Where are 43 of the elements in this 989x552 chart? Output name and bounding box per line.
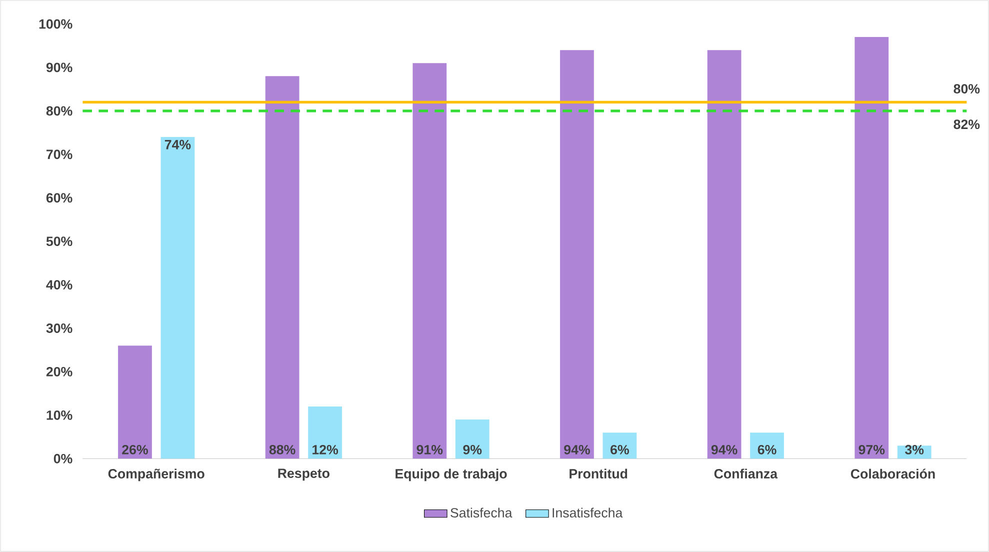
y-tick-label: 90% <box>46 62 72 72</box>
bar <box>412 63 447 459</box>
y-tick-label: 30% <box>46 324 72 333</box>
legend-label: Insatisfecha <box>552 508 623 518</box>
bar <box>455 420 490 459</box>
data-label: 12% <box>312 444 338 454</box>
data-label: 94% <box>711 444 738 454</box>
data-label: 91% <box>416 444 443 454</box>
ref-line-label: 82% <box>954 120 980 130</box>
bar <box>854 37 889 459</box>
y-tick-label: 60% <box>46 193 72 203</box>
x-tick-label: Respeto <box>278 468 330 481</box>
y-tick-label: 50% <box>46 236 72 246</box>
y-tick-label: 70% <box>46 150 72 160</box>
bar <box>707 50 742 459</box>
data-label: 74% <box>164 140 191 150</box>
bar <box>265 76 300 459</box>
ref-line-label: 80% <box>954 84 980 94</box>
data-label: 9% <box>463 444 482 454</box>
x-tick-label: Confianza <box>714 468 778 478</box>
data-label: 97% <box>858 444 885 454</box>
y-tick-label: 80% <box>46 106 72 116</box>
data-label: 6% <box>758 444 776 454</box>
x-tick-label: Compañerismo <box>108 468 204 482</box>
x-tick-label: Colaboración <box>850 468 935 479</box>
bar <box>560 50 594 459</box>
data-label: 3% <box>905 444 924 454</box>
data-label: 6% <box>610 444 629 454</box>
y-tick-label: 40% <box>46 280 72 290</box>
bar <box>118 346 152 459</box>
bar <box>750 432 784 459</box>
y-tick-label: 0% <box>54 454 72 464</box>
x-tick-label: Prontitud <box>570 468 628 478</box>
bar <box>308 406 342 459</box>
data-label: 26% <box>122 444 148 454</box>
y-tick-label: 100% <box>39 19 72 29</box>
x-tick-label: Equipo de trabajo <box>396 468 507 482</box>
data-label: 94% <box>564 444 590 454</box>
y-tick-label: 10% <box>46 410 72 420</box>
data-label: 88% <box>269 444 296 454</box>
y-tick-label: 20% <box>46 367 72 376</box>
legend-label: Satisfecha <box>450 508 512 518</box>
bar <box>160 137 195 459</box>
